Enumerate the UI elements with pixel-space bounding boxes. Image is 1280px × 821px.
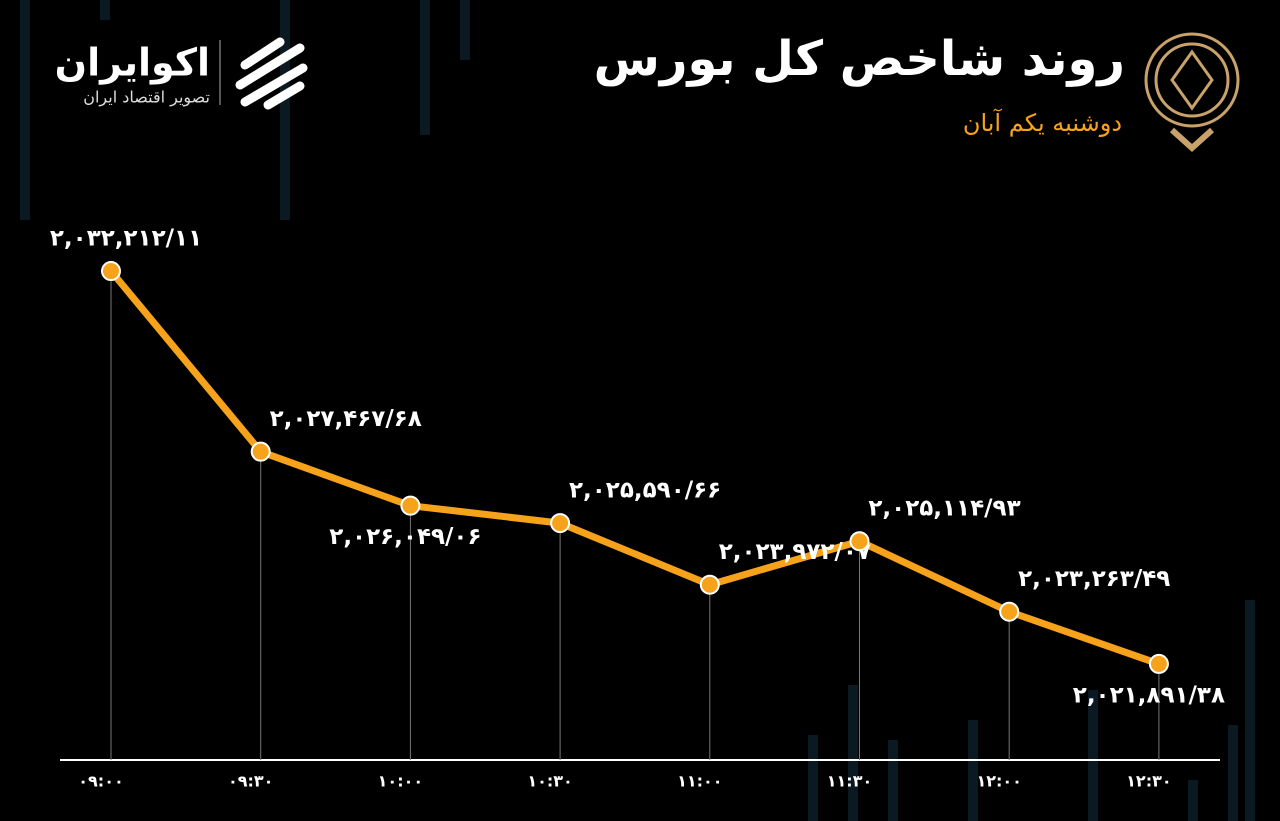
point — [550, 513, 571, 534]
subtitle: دوشنبه یکم آبان — [963, 108, 1122, 137]
title: روند شاخص کل بورس — [594, 31, 1125, 87]
value-label: ۲,۰۲۳,۲۶۳/۴۹ — [1018, 566, 1170, 592]
point — [999, 601, 1020, 622]
point — [101, 261, 121, 282]
point — [250, 441, 271, 462]
point — [400, 495, 421, 516]
x-tick-label: ۱۱:۳۰ — [827, 772, 872, 791]
value-label: ۲,۰۲۱,۸۹۱/۳۸ — [1073, 682, 1225, 708]
point — [699, 574, 720, 595]
x-tick-label: ۱۲:۳۰ — [1126, 772, 1171, 791]
brand-name: اکوایران — [55, 41, 210, 85]
brand-logo — [235, 37, 308, 110]
x-tick-label: ۱۲:۰۰ — [976, 772, 1021, 791]
x-tick-label: ۱۰:۳۰ — [527, 772, 572, 791]
background-bars — [20, 0, 1255, 821]
value-label: ۲,۰۲۵,۵۹۰/۶۶ — [569, 478, 721, 504]
x-tick-label: ۰۹:۰۰ — [78, 772, 123, 791]
value-label: ۲,۰۳۲,۲۱۲/۱۱ — [50, 226, 202, 252]
value-label: ۲,۰۲۵,۱۱۴/۹۳ — [868, 496, 1020, 522]
brand-tagline: تصویر اقتصاد ایران — [83, 88, 210, 108]
exchange-emblem — [1144, 32, 1240, 153]
point — [1148, 653, 1169, 674]
value-label: ۲,۰۲۶,۰۴۹/۰۶ — [329, 524, 481, 550]
x-tick-label: ۱۰:۰۰ — [378, 772, 423, 791]
value-label: ۲,۰۲۳,۹۷۲/۰۷ — [719, 539, 871, 565]
value-label: ۲,۰۲۷,۴۶۷/۶۸ — [270, 406, 422, 432]
point — [849, 531, 870, 552]
line — [108, 268, 1161, 668]
x-tick-label: ۱۱:۰۰ — [677, 772, 722, 791]
x-tick-label: ۰۹:۳۰ — [228, 772, 273, 791]
